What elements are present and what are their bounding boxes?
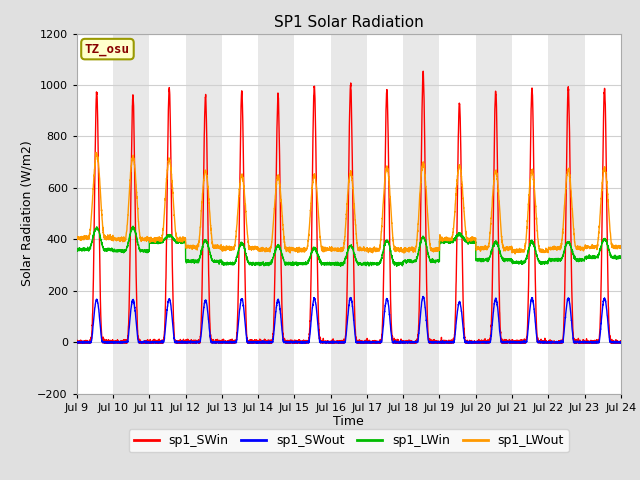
Legend: sp1_SWin, sp1_SWout, sp1_LWin, sp1_LWout: sp1_SWin, sp1_SWout, sp1_LWin, sp1_LWout bbox=[129, 429, 569, 452]
Bar bbox=[476, 34, 512, 394]
Title: SP1 Solar Radiation: SP1 Solar Radiation bbox=[274, 15, 424, 30]
Y-axis label: Solar Radiation (W/m2): Solar Radiation (W/m2) bbox=[20, 141, 33, 287]
Bar bbox=[440, 34, 476, 394]
Bar bbox=[403, 34, 440, 394]
Bar bbox=[77, 34, 113, 394]
Text: TZ_osu: TZ_osu bbox=[85, 43, 130, 56]
Bar bbox=[149, 34, 186, 394]
Bar bbox=[331, 34, 367, 394]
Bar bbox=[258, 34, 294, 394]
Bar bbox=[113, 34, 149, 394]
Bar bbox=[222, 34, 258, 394]
Bar bbox=[512, 34, 548, 394]
Bar bbox=[584, 34, 621, 394]
Bar bbox=[548, 34, 584, 394]
Bar bbox=[367, 34, 403, 394]
X-axis label: Time: Time bbox=[333, 415, 364, 429]
Bar bbox=[294, 34, 331, 394]
Bar bbox=[186, 34, 222, 394]
